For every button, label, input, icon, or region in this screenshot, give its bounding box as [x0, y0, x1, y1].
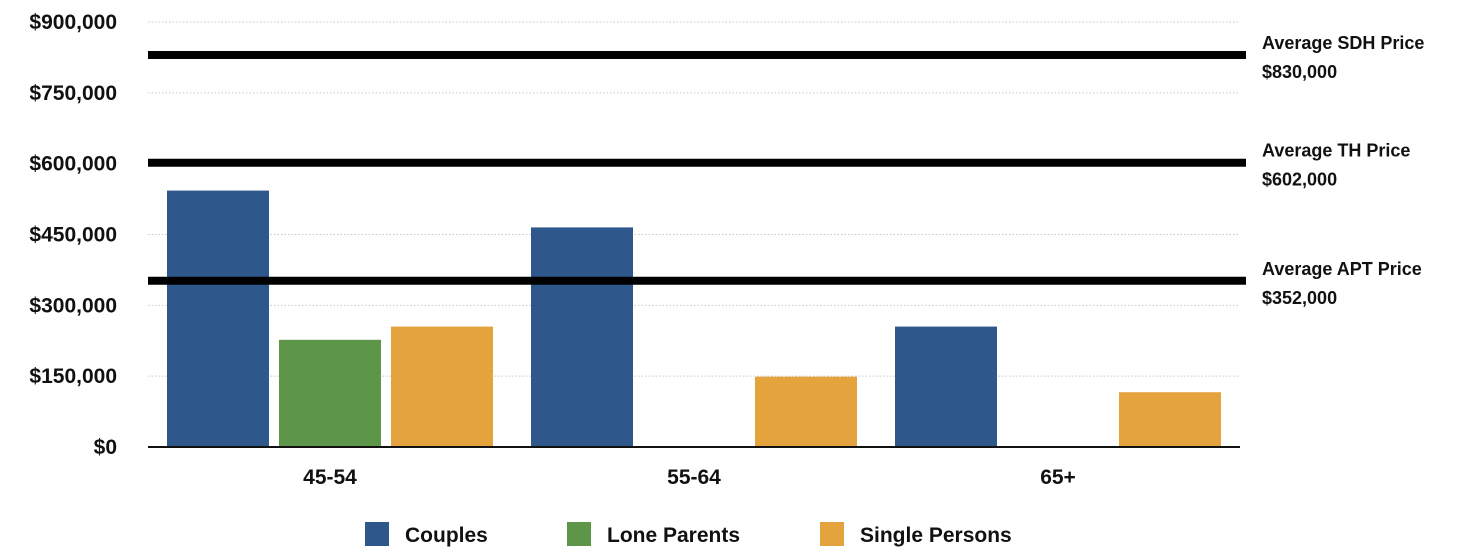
grid-lines: [148, 21, 1240, 377]
axes: $0 $150,000 $300,000 $450,000 $600,000 $750,0…: [29, 11, 1240, 489]
legend-swatch: [820, 522, 844, 546]
bar-single-persons-55-64: [755, 376, 857, 447]
reference-line-value: $352,000: [1262, 288, 1337, 308]
bar-single-persons-45-54: [391, 326, 493, 447]
reference-line-label: Average APT Price: [1262, 259, 1422, 279]
legend-label: Couples: [405, 524, 488, 547]
legend-swatch: [567, 522, 591, 546]
legend-label: Lone Parents: [607, 524, 740, 547]
legend-label: Single Persons: [860, 524, 1012, 547]
bar-couples-55-64: [531, 227, 633, 447]
bar-single-persons-65+: [1119, 392, 1221, 447]
x-tick-label: 65+: [1040, 466, 1076, 489]
y-tick-label: $750,000: [29, 82, 117, 105]
bars: [167, 190, 1221, 448]
reference-line-value: $602,000: [1262, 170, 1337, 190]
bar-couples-45-54: [167, 190, 269, 448]
y-tick-label: $300,000: [29, 294, 117, 317]
y-tick-label: $600,000: [29, 153, 117, 176]
x-tick-label: 45-54: [303, 466, 357, 489]
bar-couples-65+: [895, 326, 997, 447]
y-tick-label: $900,000: [29, 11, 117, 34]
y-tick-label: $450,000: [29, 224, 117, 247]
y-tick-label: $0: [94, 436, 117, 459]
reference-lines: Average SDH Price $830,000 Average TH Pric…: [148, 33, 1424, 308]
reference-line-label: Average TH Price: [1262, 141, 1410, 161]
x-tick-label: 55-64: [667, 466, 721, 489]
reference-line-label: Average SDH Price: [1262, 33, 1424, 53]
legend-swatch: [365, 522, 389, 546]
reference-line-value: $830,000: [1262, 62, 1337, 82]
y-tick-label: $150,000: [29, 365, 117, 388]
bar-lone-parents-45-54: [279, 339, 381, 447]
legend: Couples Lone Parents Single Persons: [365, 522, 1012, 547]
